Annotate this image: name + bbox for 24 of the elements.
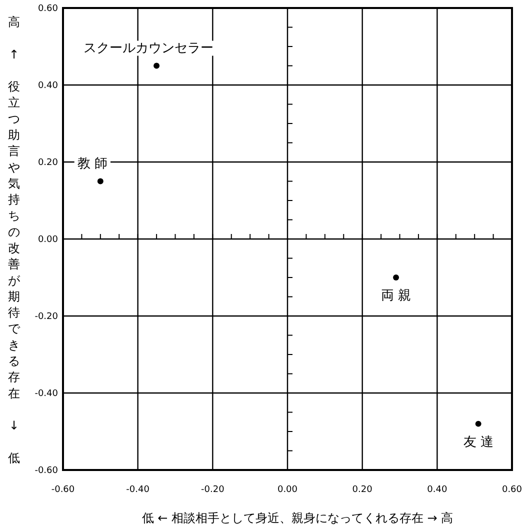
y-tick-label: -0.20 xyxy=(34,312,58,322)
x-tick-label: 0.60 xyxy=(502,485,522,495)
x-tick-label: -0.60 xyxy=(51,485,75,495)
series-label: 友 達 xyxy=(463,434,494,450)
x-tick-label: 0.20 xyxy=(352,485,373,495)
x-tick-label: -0.20 xyxy=(201,485,225,495)
point xyxy=(154,62,160,69)
text: 高 ↑ 役立つ助言や気持ちの改善が期待できる存在 ↓ 低 xyxy=(8,15,20,465)
y-tick-label: 0.20 xyxy=(38,158,58,168)
series-label: スクールカウンセラー xyxy=(84,40,214,56)
y-tick-label: -0.60 xyxy=(34,466,58,476)
x-tick-label: 0.40 xyxy=(427,485,448,495)
x-tick-label: -0.40 xyxy=(126,485,150,495)
y-tick-label: -0.40 xyxy=(34,389,58,399)
y-tick-label: 0.40 xyxy=(38,81,58,91)
x-axis-title: 低 ← 相談相手として身近、親身になってくれる存在 → 高 xyxy=(142,511,454,525)
y-tick-label: 0.00 xyxy=(38,235,58,245)
y-tick-label: 0.60 xyxy=(38,4,58,14)
series-label: 教 師 xyxy=(77,156,108,172)
point xyxy=(393,274,399,280)
x-tick-label: 0.00 xyxy=(277,485,298,495)
point xyxy=(475,420,482,427)
series-label: 両 親 xyxy=(380,288,412,304)
point xyxy=(97,178,104,184)
